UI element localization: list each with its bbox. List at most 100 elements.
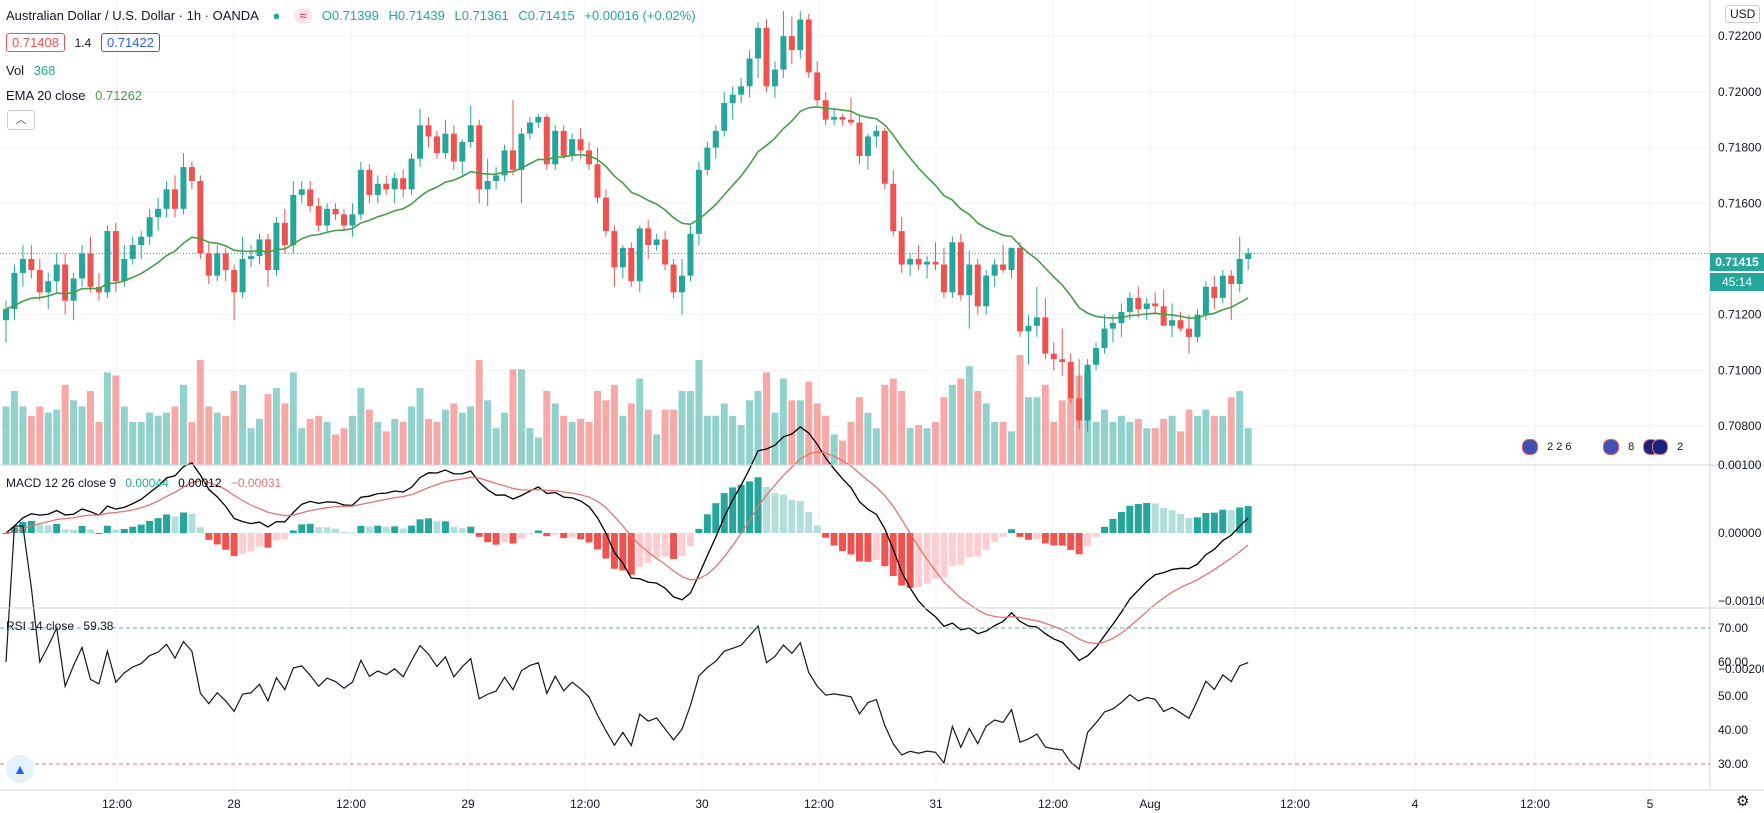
collapse-legend-button[interactable]: ︿ bbox=[7, 110, 35, 130]
candle-body bbox=[873, 130, 880, 137]
volume-bar bbox=[627, 403, 635, 465]
macd-hist-bar bbox=[1109, 518, 1117, 533]
macd-hist-bar bbox=[999, 533, 1007, 537]
compare-icon[interactable]: ≈ bbox=[294, 8, 313, 24]
macd-hist-bar bbox=[247, 533, 255, 552]
volume-bar bbox=[847, 422, 855, 465]
tradingview-logo[interactable]: ▲ bbox=[6, 755, 34, 783]
candle-body bbox=[974, 264, 981, 307]
macd-hist-bar bbox=[881, 533, 889, 567]
macd-hist-bar bbox=[577, 533, 585, 540]
volume-bar bbox=[298, 428, 306, 465]
macd-hist-bar bbox=[188, 513, 196, 533]
volume-bar bbox=[1244, 428, 1252, 465]
economic-events-au[interactable]: 2 bbox=[1652, 439, 1689, 455]
price-tick-label: 0.71200 bbox=[1718, 308, 1762, 322]
candle-body bbox=[11, 272, 18, 310]
candle-body bbox=[239, 258, 246, 293]
candle-body bbox=[763, 27, 770, 87]
time-tick-label: 12:00 bbox=[570, 797, 600, 811]
volume-bar bbox=[1185, 409, 1193, 465]
candle-body bbox=[771, 69, 778, 87]
volume-bar bbox=[771, 412, 779, 465]
event-count-1: 2 2 6 bbox=[1547, 440, 1572, 453]
macd-tick-label: 0.00100 bbox=[1718, 458, 1762, 472]
economic-events-us[interactable]: 2 2 6 bbox=[1522, 439, 1578, 455]
macd-hist-bar bbox=[230, 533, 238, 557]
candle-body bbox=[180, 167, 187, 209]
candle-body bbox=[1219, 275, 1226, 298]
candle-body bbox=[45, 281, 52, 293]
volume-bar bbox=[1016, 355, 1024, 465]
volume-bar bbox=[1193, 415, 1201, 465]
candle-body bbox=[391, 178, 398, 190]
candle-body bbox=[594, 164, 601, 198]
candle-body bbox=[602, 197, 609, 232]
macd-hist-bar bbox=[1067, 533, 1075, 550]
currency-badge[interactable]: USD bbox=[1725, 5, 1761, 23]
candle-body bbox=[552, 130, 559, 165]
candle-body bbox=[797, 19, 804, 51]
volume-bar bbox=[179, 384, 187, 465]
symbol-title[interactable]: Australian Dollar / U.S. Dollar · 1h · O… bbox=[6, 8, 259, 23]
macd-hist-bar bbox=[239, 533, 247, 554]
volume-bar bbox=[391, 418, 399, 465]
time-tick-label: 12:00 bbox=[1520, 797, 1550, 811]
candle-body bbox=[222, 253, 229, 271]
event-count-3: 2 bbox=[1677, 440, 1684, 453]
candle-body bbox=[695, 169, 702, 234]
macd-hist-bar bbox=[256, 533, 263, 547]
macd-hist-bar bbox=[822, 533, 830, 538]
volume-bar bbox=[357, 387, 365, 465]
volume-bar bbox=[1067, 397, 1075, 465]
bid-ask-row: 0.71408 1.4 0.71422 bbox=[6, 33, 166, 52]
volume-bar bbox=[171, 406, 179, 465]
sell-price-button[interactable]: 0.71408 bbox=[6, 33, 65, 52]
ohlc-open: O0.71399 bbox=[321, 8, 379, 23]
buy-price-button[interactable]: 0.71422 bbox=[100, 33, 160, 52]
volume-legend[interactable]: Vol 368 bbox=[6, 63, 61, 78]
macd-hist-bar bbox=[754, 477, 762, 533]
rsi-tick-label: 40.00 bbox=[1718, 723, 1748, 737]
macd-hist-bar bbox=[272, 533, 280, 541]
candle-body bbox=[450, 133, 457, 162]
macd-legend[interactable]: MACD 12 26 close 9 0.00044 0.00012 −0.00… bbox=[6, 476, 287, 490]
candle-body bbox=[628, 247, 635, 282]
volume-bar bbox=[1092, 422, 1100, 465]
candle-body bbox=[560, 130, 567, 156]
candle-body bbox=[357, 169, 364, 215]
macd-hist-bar bbox=[906, 533, 914, 588]
volume-bar bbox=[703, 415, 711, 465]
candle-body bbox=[890, 183, 897, 232]
volume-bar bbox=[889, 378, 897, 465]
macd-hist-bar bbox=[551, 533, 559, 535]
macd-hist-bar bbox=[1160, 507, 1168, 533]
volume-bar bbox=[822, 415, 830, 465]
rsi-legend[interactable]: RSI 14 close 59.38 bbox=[6, 619, 119, 633]
volume-bar bbox=[526, 428, 534, 465]
candle-body bbox=[231, 270, 238, 293]
volume-bar bbox=[1168, 415, 1176, 465]
macd-hist-bar bbox=[830, 533, 838, 546]
volume-bar bbox=[222, 415, 230, 465]
candle-body bbox=[341, 214, 347, 226]
candle-body bbox=[408, 158, 415, 190]
volume-bar bbox=[19, 406, 27, 465]
macd-hist-bar bbox=[1236, 507, 1244, 533]
candle-body bbox=[535, 116, 542, 123]
candle-body bbox=[324, 208, 331, 226]
candle-body bbox=[822, 100, 829, 120]
candle-body bbox=[983, 275, 990, 307]
candle-body bbox=[1050, 353, 1057, 360]
time-tick-label: Aug bbox=[1139, 797, 1160, 811]
volume-bar bbox=[425, 418, 432, 465]
candlestick-series[interactable] bbox=[3, 11, 1252, 432]
settings-gear-icon[interactable]: ⚙ bbox=[1736, 793, 1750, 810]
candle-body bbox=[1169, 320, 1176, 326]
candle-body bbox=[256, 239, 263, 257]
ema-legend[interactable]: EMA 20 close 0.71262 bbox=[6, 88, 148, 103]
volume-bar bbox=[796, 400, 804, 465]
volume-bar bbox=[1050, 422, 1058, 465]
